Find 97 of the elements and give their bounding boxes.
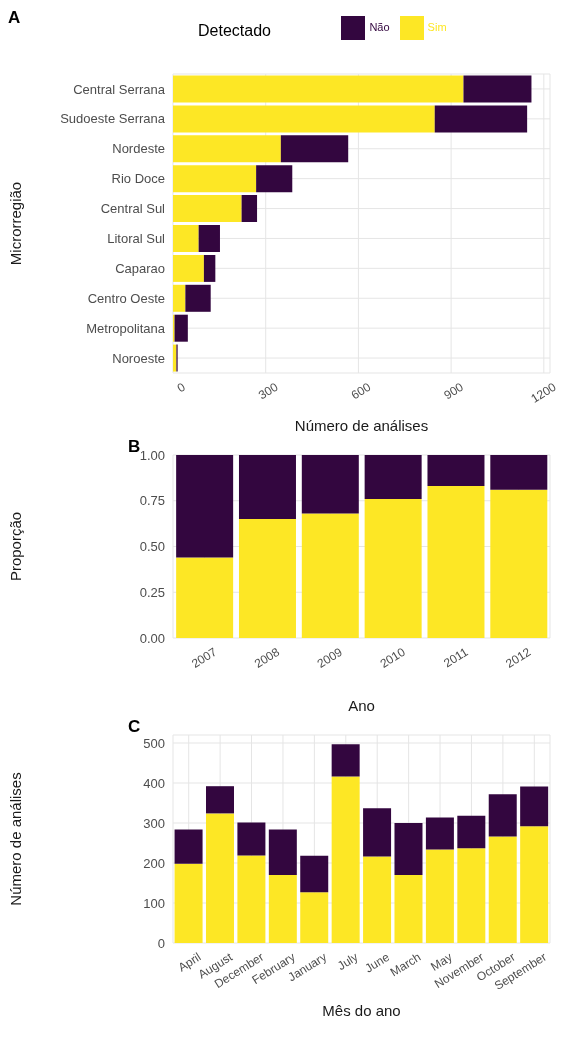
bar (173, 195, 242, 223)
bar (174, 829, 203, 864)
bar (174, 314, 188, 342)
bar (301, 455, 359, 514)
x-tick-label: 1200 (528, 379, 559, 406)
bar (364, 455, 422, 499)
y-axis-title: Proporção (7, 511, 25, 582)
bar (198, 225, 220, 252)
bar (203, 254, 216, 282)
y-tick-label: Centro Oeste (87, 290, 165, 306)
y-tick-label: 0.25 (139, 584, 165, 600)
bar (173, 135, 281, 163)
bar (173, 75, 464, 103)
y-tick-label: 200 (143, 855, 165, 871)
bar (173, 225, 199, 252)
x-tick-label: 600 (348, 379, 374, 403)
bar (238, 455, 296, 520)
bar (488, 794, 517, 837)
x-axis-title: Mês do ano (322, 1002, 401, 1019)
bar (280, 135, 349, 163)
bar (173, 254, 204, 282)
x-axis-title: Número de análises (294, 417, 429, 434)
bar (364, 498, 422, 638)
chart-title: B (128, 437, 141, 456)
bar (268, 829, 297, 875)
x-tick-label: 300 (256, 379, 281, 403)
bar (394, 823, 423, 875)
y-tick-label: Rio Doce (111, 171, 165, 187)
bar (300, 855, 329, 893)
bar (241, 195, 258, 223)
y-tick-label: 500 (143, 735, 165, 751)
y-tick-label: Central Sul (100, 201, 166, 217)
y-axis-title: Número de análises (7, 772, 25, 906)
bar (176, 455, 234, 558)
bar (268, 875, 297, 943)
y-tick-label: 1.00 (139, 447, 165, 463)
bar (434, 105, 528, 133)
bar (490, 489, 548, 638)
y-tick-label: 0.00 (139, 630, 165, 646)
legend-title: Detectado (198, 22, 271, 40)
text: A (8, 8, 21, 28)
bar (520, 786, 549, 827)
bar (457, 815, 486, 849)
y-tick-label: 0 (157, 935, 165, 951)
bar (425, 849, 454, 943)
bar (238, 519, 296, 638)
bar (173, 284, 186, 312)
y-tick-label: 0.50 (139, 539, 165, 555)
bar (363, 856, 392, 943)
x-tick-label: 2012 (503, 644, 534, 671)
legend-label: Não (369, 20, 390, 33)
bar (300, 892, 329, 943)
y-tick-label: Caparao (115, 260, 165, 276)
y-tick-label: 300 (143, 815, 165, 831)
y-tick-label: Central Serrana (73, 81, 166, 97)
y-tick-label: 100 (143, 895, 165, 911)
x-tick-label: 2011 (441, 644, 471, 671)
x-tick-label: July (335, 949, 361, 974)
bar (237, 822, 266, 856)
bar (394, 875, 423, 943)
x-axis-title: Ano (348, 697, 375, 714)
y-tick-label: Litoral Sul (107, 231, 166, 247)
bar (176, 557, 234, 638)
bar (457, 848, 486, 943)
y-tick-label: 0.75 (139, 493, 165, 509)
bar (425, 817, 454, 850)
bar (331, 776, 360, 943)
bar (463, 75, 532, 103)
bar (205, 813, 234, 943)
bar (185, 284, 211, 312)
y-tick-label: Noroeste (112, 350, 165, 366)
bar (520, 826, 549, 943)
legend-label: Sim (427, 20, 447, 33)
bar (174, 863, 203, 943)
bar (205, 786, 234, 814)
x-tick-label: 900 (441, 379, 467, 403)
bar (427, 455, 485, 487)
y-tick-label: Metropolitana (86, 320, 166, 336)
bar (427, 486, 485, 638)
bar (363, 808, 392, 857)
chart-title: C (128, 717, 141, 737)
bar (237, 855, 266, 943)
bar (173, 165, 257, 193)
x-tick-label: 2010 (377, 644, 408, 671)
y-tick-label: 400 (143, 775, 165, 791)
bar (488, 836, 517, 943)
y-axis-title: Microrregião (7, 181, 25, 266)
bar (301, 513, 359, 638)
bar (331, 744, 360, 777)
bar (256, 165, 293, 193)
y-tick-label: Sudoeste Serrana (60, 111, 166, 127)
bar (490, 455, 548, 490)
x-tick-label: 2008 (251, 644, 283, 671)
y-tick-label: Nordeste (112, 141, 165, 157)
bar (173, 105, 435, 133)
x-tick-label: 2009 (314, 644, 346, 671)
x-tick-label: 0 (174, 379, 188, 396)
